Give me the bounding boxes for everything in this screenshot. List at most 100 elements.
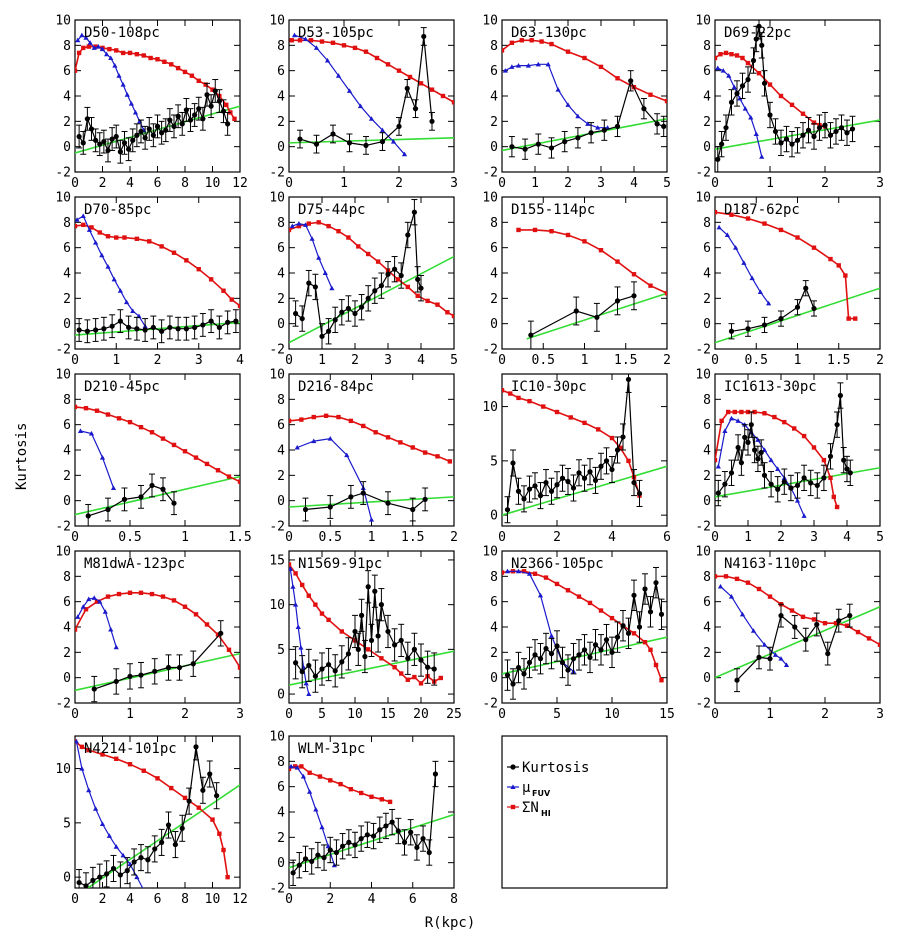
fuv-point xyxy=(134,874,140,880)
kurtosis-point xyxy=(800,132,806,138)
kurtosis-point xyxy=(631,293,637,299)
kurtosis-point xyxy=(788,485,794,491)
fuv-point xyxy=(87,40,93,45)
x-tick-label: 4 xyxy=(368,892,376,907)
fuv-point xyxy=(99,46,106,52)
hi-point xyxy=(105,234,111,239)
panel-N1569-91pc: 0 5 10 15 20 25 0 5 10 15 N1569-91pc xyxy=(269,550,462,722)
y-tick-label: 2 xyxy=(63,646,71,661)
y-tick-label: -2 xyxy=(695,166,711,181)
hi-point xyxy=(208,277,214,282)
fuv-point xyxy=(300,773,307,779)
hi-point xyxy=(105,594,111,599)
x-tick-label: 10 xyxy=(205,892,221,907)
kurtosis-point xyxy=(772,128,779,135)
hi-point xyxy=(435,302,440,307)
kurtosis-point xyxy=(844,466,850,472)
y-tick-label: 10 xyxy=(55,191,71,206)
kurtosis-point xyxy=(332,317,338,323)
kurtosis-point xyxy=(521,496,527,502)
kurtosis-point xyxy=(138,128,144,135)
kurtosis-point xyxy=(598,647,604,653)
x-tick-label: 0 xyxy=(711,353,719,368)
x-tick-label: 2 xyxy=(450,530,458,545)
hi-point xyxy=(311,414,316,420)
kurtosis-point xyxy=(778,140,784,146)
fit-line xyxy=(86,784,240,888)
fuv-point xyxy=(726,73,732,78)
fuv-point xyxy=(130,308,136,313)
hi-point xyxy=(122,235,127,240)
fit-line xyxy=(715,287,880,344)
hi-point xyxy=(568,415,573,420)
fuv-point xyxy=(306,691,312,697)
hi-point xyxy=(554,409,560,415)
kurtosis-point xyxy=(425,664,431,670)
kurtosis-point xyxy=(722,481,728,487)
kurtosis-point xyxy=(526,486,533,492)
kurtosis-point xyxy=(109,323,115,329)
hi-point xyxy=(631,631,637,636)
kurtosis-point xyxy=(794,482,801,489)
fit-line xyxy=(289,137,454,144)
fit-line xyxy=(75,652,240,692)
kurtosis-point xyxy=(154,123,161,129)
kurtosis-point xyxy=(200,322,206,328)
hi-point xyxy=(317,774,323,779)
x-tick-label: 2 xyxy=(154,353,162,368)
kurtosis-point xyxy=(117,149,123,155)
kurtosis-point xyxy=(509,144,515,150)
hi-point xyxy=(134,52,140,57)
kurtosis-point xyxy=(411,646,417,652)
fuv-point xyxy=(93,806,99,811)
y-tick-label: 6 xyxy=(277,241,285,256)
hi-point xyxy=(296,223,302,229)
hi-point xyxy=(822,621,828,626)
panel-IC10-30pc: 0 2 4 6 0 5 10 IC10-30pc xyxy=(482,373,671,545)
hi-point xyxy=(289,418,292,424)
x-tick-label: 0 xyxy=(71,707,79,722)
hi-point xyxy=(739,409,744,415)
kurtosis-point xyxy=(420,836,426,842)
hi-point xyxy=(237,479,240,484)
hi-point xyxy=(715,574,718,579)
kurtosis-point xyxy=(346,839,352,846)
kurtosis-point xyxy=(333,849,340,856)
fuv-point xyxy=(91,595,97,600)
panel-N4214-101pc: 0 2 4 6 8 10 12 0 5 10 N4214-101pc xyxy=(55,735,248,907)
hi-point xyxy=(811,617,817,622)
y-tick-label: 8 xyxy=(490,39,498,54)
legend-fuv-label: μ xyxy=(522,780,531,796)
hi-point xyxy=(782,419,787,425)
y-tick-label: -2 xyxy=(482,697,498,712)
y-tick-label: 10 xyxy=(269,598,285,613)
fuv-point xyxy=(728,594,735,599)
hi-point xyxy=(221,847,226,853)
kurtosis-point xyxy=(83,883,89,888)
fuv-point xyxy=(116,73,122,78)
hi-point xyxy=(366,647,371,652)
fuv-series-line xyxy=(80,430,115,489)
kurtosis-point xyxy=(554,643,560,649)
kurtosis-point xyxy=(85,513,91,519)
kurtosis-point xyxy=(521,671,527,677)
hi-point xyxy=(549,229,554,234)
kurtosis-point xyxy=(302,506,309,513)
x-tick-label: 4 xyxy=(126,892,134,907)
hi-point xyxy=(97,230,102,235)
hi-point xyxy=(664,291,667,296)
y-tick-label: 10 xyxy=(695,368,711,383)
kurtosis-point xyxy=(218,630,224,636)
kurtosis-point xyxy=(88,126,95,132)
hi-point xyxy=(767,82,773,87)
kurtosis-point xyxy=(297,136,303,142)
x-tick-label: 25 xyxy=(446,707,462,722)
kurtosis-point xyxy=(587,654,593,661)
kurtosis-point xyxy=(293,660,299,666)
fuv-series-line xyxy=(76,215,146,327)
fuv-point xyxy=(749,275,755,281)
kurtosis-point xyxy=(159,328,165,334)
hi-point xyxy=(175,65,181,71)
fuv-point xyxy=(585,121,591,126)
y-tick-label: 0 xyxy=(277,494,285,509)
